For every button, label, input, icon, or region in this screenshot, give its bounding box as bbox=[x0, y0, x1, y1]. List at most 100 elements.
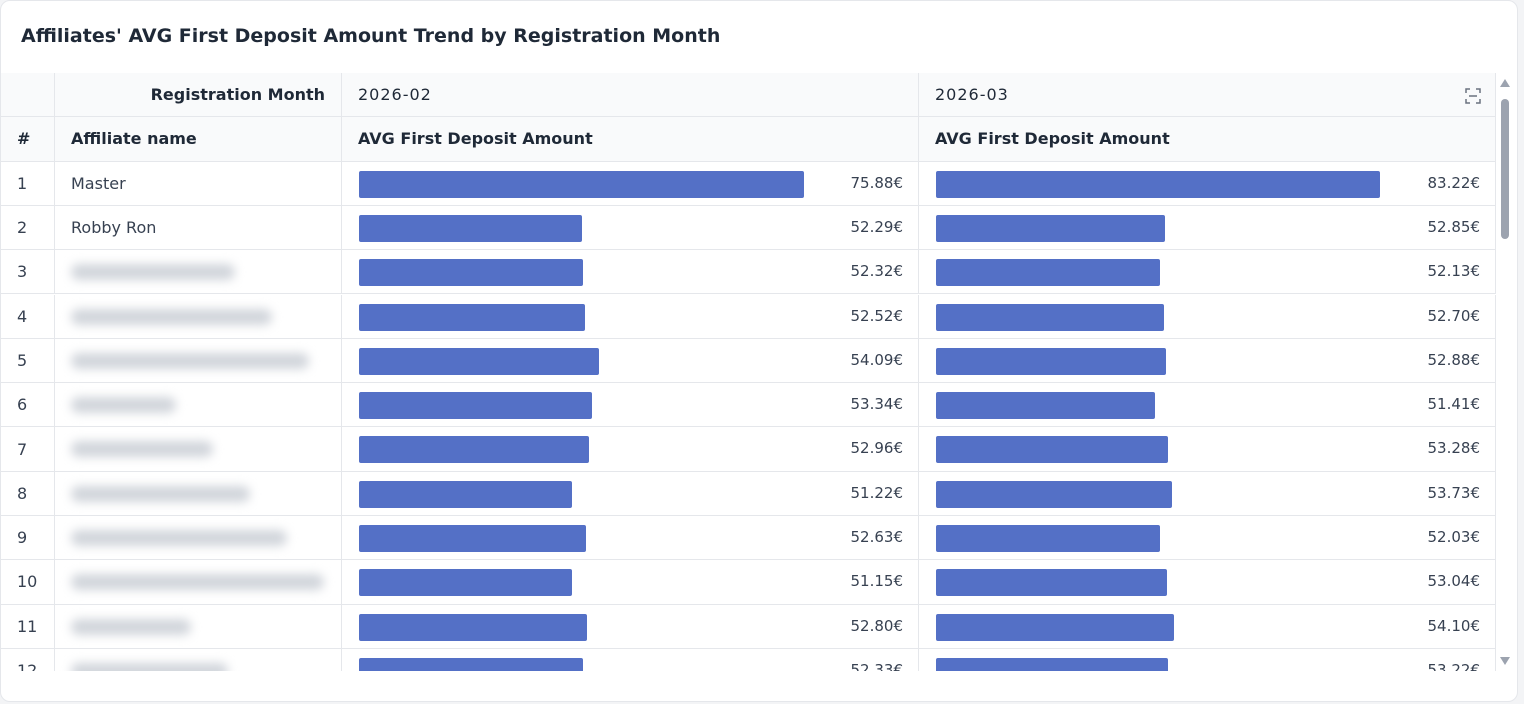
value-label: 52.70€ bbox=[1427, 306, 1481, 325]
bar bbox=[936, 657, 1168, 671]
value-label: 51.22€ bbox=[850, 483, 904, 502]
value-cell bbox=[342, 471, 919, 516]
redacted-name bbox=[71, 441, 213, 458]
bar bbox=[936, 525, 1160, 552]
redacted-name bbox=[71, 264, 235, 281]
bar bbox=[359, 613, 588, 641]
value-cell bbox=[342, 161, 919, 206]
value-cell bbox=[919, 604, 1496, 649]
bar bbox=[936, 170, 1381, 198]
row-index: 8 bbox=[1, 471, 55, 516]
row-index: 11 bbox=[1, 604, 55, 649]
bar bbox=[359, 170, 804, 198]
affiliate-name bbox=[55, 604, 342, 649]
redacted-name bbox=[71, 308, 272, 325]
value-cell bbox=[919, 427, 1496, 472]
bar bbox=[359, 214, 583, 242]
value-label: 75.88€ bbox=[850, 173, 904, 192]
metric-header: AVG First Deposit Amount bbox=[342, 117, 919, 162]
value-label: 54.09€ bbox=[850, 350, 904, 369]
value-cell bbox=[342, 338, 919, 384]
value-label: 52.88€ bbox=[1427, 350, 1481, 369]
month-header: 2026-02 bbox=[342, 73, 919, 118]
value-label: 52.33€ bbox=[850, 660, 904, 671]
redacted-name bbox=[71, 662, 228, 671]
value-label: 52.03€ bbox=[1427, 528, 1481, 546]
bar bbox=[936, 436, 1169, 464]
value-label: 51.41€ bbox=[1427, 395, 1481, 414]
index-header: # bbox=[1, 117, 55, 162]
row-index: 2 bbox=[1, 205, 55, 251]
value-label: 53.22€ bbox=[1427, 660, 1481, 671]
affiliate-name bbox=[55, 383, 342, 428]
value-label: 52.32€ bbox=[850, 262, 904, 281]
affiliate-name bbox=[55, 338, 342, 384]
bar bbox=[936, 480, 1172, 508]
affiliate-name: Master bbox=[55, 161, 342, 206]
value-cell bbox=[919, 250, 1496, 295]
value-cell bbox=[919, 294, 1496, 339]
bar bbox=[936, 347, 1166, 375]
bar bbox=[936, 392, 1156, 420]
card-title: Affiliates' AVG First Deposit Amount Tre… bbox=[21, 25, 721, 47]
value-cell bbox=[919, 383, 1496, 428]
redacted-name bbox=[71, 574, 324, 591]
affiliate-name bbox=[55, 648, 342, 671]
value-cell bbox=[919, 560, 1496, 605]
value-cell bbox=[342, 294, 919, 339]
redacted-name bbox=[71, 530, 287, 546]
value-label: 53.28€ bbox=[1427, 439, 1481, 458]
row-index: 7 bbox=[1, 427, 55, 472]
bar bbox=[359, 525, 586, 552]
value-label: 53.73€ bbox=[1427, 483, 1481, 502]
metric-header: AVG First Deposit Amount bbox=[919, 117, 1496, 162]
bar bbox=[936, 303, 1165, 331]
row-index: 9 bbox=[1, 516, 55, 561]
bar bbox=[359, 569, 572, 597]
affiliate-name bbox=[55, 294, 342, 339]
bar bbox=[359, 392, 593, 420]
row-index: 12 bbox=[1, 648, 55, 671]
value-label: 52.80€ bbox=[850, 616, 904, 635]
name-header: Affiliate name bbox=[55, 117, 342, 162]
value-label: 83.22€ bbox=[1427, 173, 1481, 192]
value-label: 53.04€ bbox=[1427, 572, 1481, 591]
value-cell bbox=[919, 516, 1496, 561]
affiliate-name bbox=[55, 560, 342, 605]
value-cell bbox=[919, 161, 1496, 206]
scrollbar[interactable] bbox=[1498, 77, 1512, 667]
redacted-name bbox=[71, 397, 176, 414]
value-cell bbox=[919, 338, 1496, 384]
row-index: 5 bbox=[1, 338, 55, 384]
value-cell bbox=[342, 427, 919, 472]
row-index: 4 bbox=[1, 294, 55, 339]
value-cell bbox=[342, 560, 919, 605]
affiliate-name: Robby Ron bbox=[55, 205, 342, 251]
bar bbox=[359, 259, 583, 287]
month-header: 2026-03 bbox=[919, 73, 1496, 118]
fullscreen-icon[interactable] bbox=[1463, 86, 1483, 106]
table: Registration Month 2026-02 2026-03 # Affilia… bbox=[1, 73, 1496, 671]
row-index: 1 bbox=[1, 161, 55, 206]
affiliate-name bbox=[55, 516, 342, 561]
value-label: 52.13€ bbox=[1427, 262, 1481, 281]
value-label: 52.85€ bbox=[1427, 217, 1481, 236]
bar bbox=[359, 480, 573, 508]
value-cell bbox=[342, 250, 919, 295]
value-cell bbox=[342, 604, 919, 649]
value-cell bbox=[919, 648, 1496, 671]
value-label: 51.15€ bbox=[850, 572, 904, 591]
bar bbox=[359, 303, 585, 331]
value-cell bbox=[342, 516, 919, 561]
row-index: 3 bbox=[1, 250, 55, 295]
bar bbox=[359, 657, 583, 671]
value-cell bbox=[342, 648, 919, 671]
row-index: 10 bbox=[1, 560, 55, 605]
value-label: 52.29€ bbox=[850, 217, 904, 236]
redacted-name bbox=[71, 485, 250, 502]
affiliate-name bbox=[55, 471, 342, 516]
value-cell bbox=[342, 205, 919, 251]
redacted-name bbox=[71, 618, 191, 635]
bar bbox=[936, 259, 1161, 287]
